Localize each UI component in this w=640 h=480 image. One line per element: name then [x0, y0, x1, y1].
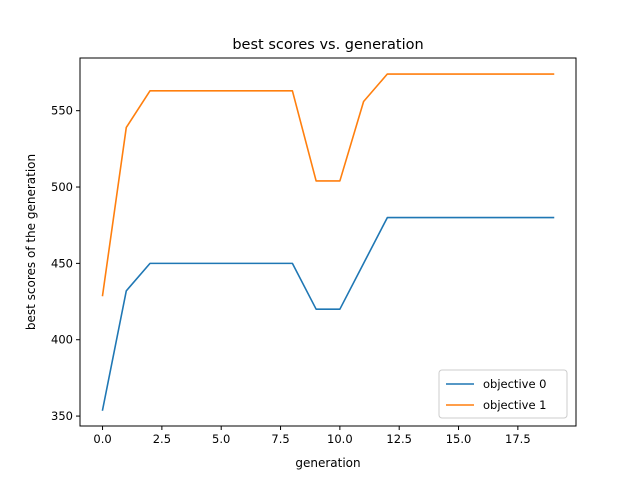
- legend: objective 0 objective 1: [438, 369, 568, 419]
- y-tick-label: 450: [51, 256, 73, 270]
- y-tick-label: 500: [51, 180, 73, 194]
- x-tick-label: 10.0: [327, 432, 353, 446]
- x-tick-label: 5.0: [212, 432, 230, 446]
- x-tick-label: 2.5: [153, 432, 171, 446]
- x-axis-label: generation: [295, 456, 360, 470]
- x-tick-label: 0.0: [93, 432, 111, 446]
- x-tick-label: 17.5: [505, 432, 531, 446]
- x-tick-label: 7.5: [271, 432, 289, 446]
- y-tick-label: 400: [51, 333, 73, 347]
- x-tick-label: 15.0: [446, 432, 472, 446]
- axes-frame: [79, 57, 577, 427]
- series-lines: [101, 73, 555, 411]
- legend-label-objective-0: objective 0: [483, 377, 547, 391]
- y-axis-ticks: 350 400 450 500 550: [51, 104, 80, 423]
- legend-box: [438, 369, 568, 419]
- chart-title: best scores vs. generation: [232, 37, 423, 53]
- y-tick-label: 350: [51, 409, 73, 423]
- legend-label-objective-1: objective 1: [483, 398, 547, 412]
- y-tick-label: 550: [51, 104, 73, 118]
- series-line-objective-1: [101, 73, 555, 297]
- x-tick-label: 12.5: [386, 432, 412, 446]
- x-axis-ticks: 0.0 2.5 5.0 7.5 10.0 12.5 15.0 17.5: [93, 426, 531, 446]
- y-axis-label: best scores of the generation: [24, 154, 38, 330]
- series-line-objective-0: [101, 216, 555, 411]
